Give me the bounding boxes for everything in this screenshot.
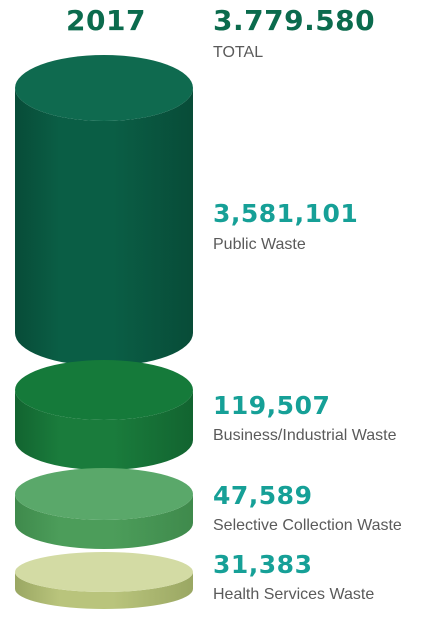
total-value: 3.779.580 — [213, 4, 376, 37]
selective-waste-segment — [15, 468, 193, 549]
selective-waste-label: Selective Collection Waste — [213, 517, 402, 534]
public-waste-value: 3,581,101 — [213, 199, 359, 228]
business-waste-label: Business/Industrial Waste — [213, 427, 397, 444]
health-waste-value: 31,383 — [213, 550, 313, 579]
health-waste-segment — [15, 552, 193, 609]
public-waste-segment — [15, 55, 193, 366]
total-label: TOTAL — [213, 44, 264, 61]
business-waste-value: 119,507 — [213, 391, 331, 420]
health-waste-label: Health Services Waste — [213, 586, 375, 603]
public-waste-label: Public Waste — [213, 236, 306, 253]
year-label: 2017 — [66, 4, 146, 37]
business-waste-segment — [15, 360, 193, 470]
selective-waste-value: 47,589 — [213, 481, 313, 510]
